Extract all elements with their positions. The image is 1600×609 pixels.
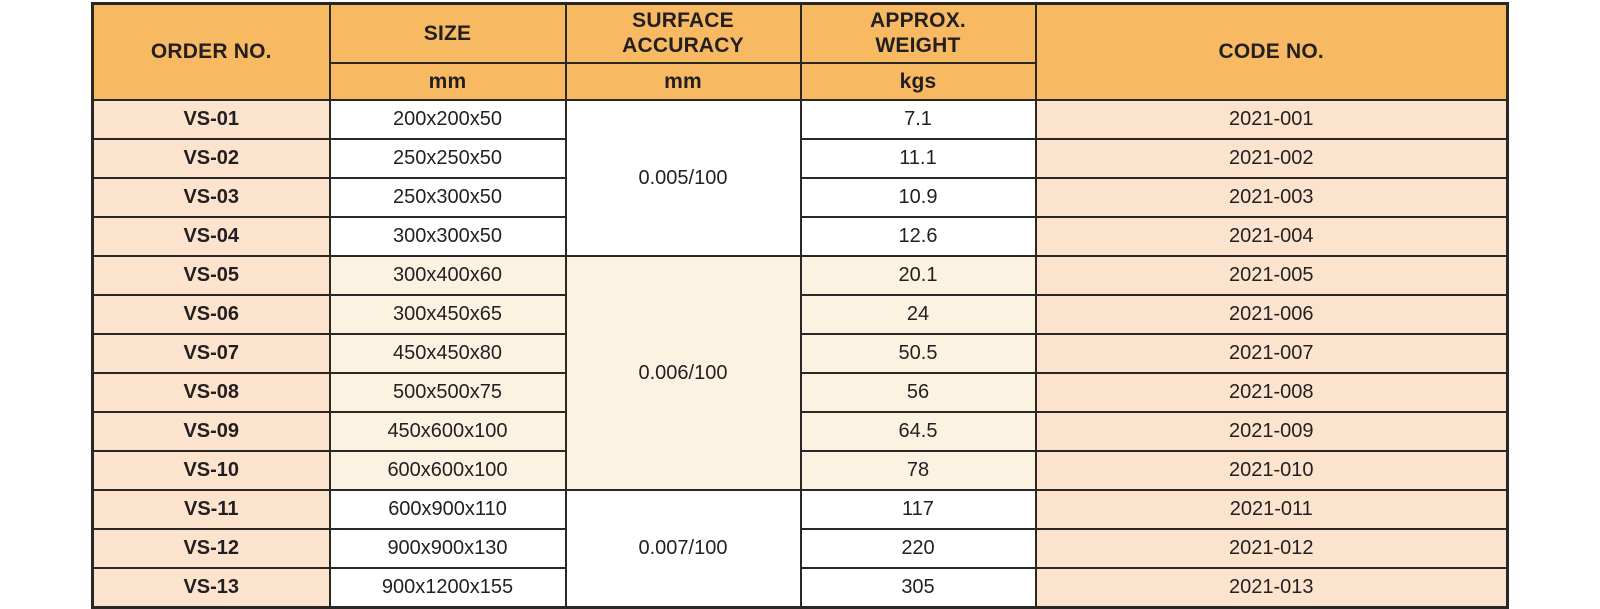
weight-cell: 78 — [799, 450, 1037, 491]
table-row: VS-12 900x900x130 220 2021-012 — [91, 528, 1509, 569]
header-order-no: ORDER NO. — [91, 2, 331, 101]
code-cell: 2021-007 — [1034, 333, 1509, 374]
order-cell: VS-10 — [91, 450, 331, 491]
size-cell: 300x300x50 — [328, 216, 567, 257]
weight-cell: 220 — [799, 528, 1037, 569]
weight-cell: 117 — [799, 489, 1037, 530]
header-size-unit: mm — [328, 62, 567, 101]
code-cell: 2021-010 — [1034, 450, 1509, 491]
size-cell: 450x600x100 — [328, 411, 567, 452]
weight-cell: 50.5 — [799, 333, 1037, 374]
size-cell: 300x400x60 — [328, 255, 567, 296]
code-cell: 2021-004 — [1034, 216, 1509, 257]
order-cell: VS-02 — [91, 138, 331, 179]
table-row: VS-05 300x400x60 0.006/100 20.1 2021-005 — [91, 255, 1509, 491]
size-cell: 300x450x65 — [328, 294, 567, 335]
table-row: VS-06 300x450x65 24 2021-006 — [91, 294, 1509, 335]
code-cell: 2021-001 — [1034, 99, 1509, 140]
code-cell: 2021-002 — [1034, 138, 1509, 179]
header-code-no: CODE NO. — [1034, 2, 1509, 101]
code-cell: 2021-012 — [1034, 528, 1509, 569]
weight-cell: 11.1 — [799, 138, 1037, 179]
header-approx-weight: APPROX. WEIGHT — [799, 2, 1037, 64]
weight-cell: 64.5 — [799, 411, 1037, 452]
header-surface-accuracy: SURFACE ACCURACY — [564, 2, 802, 64]
weight-cell: 24 — [799, 294, 1037, 335]
size-cell: 600x600x100 — [328, 450, 567, 491]
table-row: VS-07 450x450x80 50.5 2021-007 — [91, 333, 1509, 374]
table-row: VS-04 300x300x50 12.6 2021-004 — [91, 216, 1509, 257]
table-row: VS-11 600x900x110 0.007/100 117 2021-011 — [91, 489, 1509, 609]
table-row: VS-08 500x500x75 56 2021-008 — [91, 372, 1509, 413]
size-cell: 250x300x50 — [328, 177, 567, 218]
size-cell: 600x900x110 — [328, 489, 567, 530]
table-row: VS-01 200x200x50 0.005/100 7.1 2021-001 — [91, 99, 1509, 257]
header-surface-accuracy-unit: mm — [564, 62, 802, 101]
order-cell: VS-04 — [91, 216, 331, 257]
weight-cell: 12.6 — [799, 216, 1037, 257]
size-cell: 250x250x50 — [328, 138, 567, 179]
header-weight-unit: kgs — [799, 62, 1037, 101]
code-cell: 2021-006 — [1034, 294, 1509, 335]
weight-cell: 20.1 — [799, 255, 1037, 296]
size-cell: 900x1200x155 — [328, 567, 567, 609]
order-cell: VS-09 — [91, 411, 331, 452]
surface-plate-spec-table: ORDER NO. SIZE SURFACE ACCURACY APPROX. … — [91, 2, 1509, 609]
table-row: VS-13 900x1200x155 305 2021-013 — [91, 567, 1509, 609]
code-cell: 2021-013 — [1034, 567, 1509, 609]
code-cell: 2021-005 — [1034, 255, 1509, 296]
order-cell: VS-06 — [91, 294, 331, 335]
order-cell: VS-07 — [91, 333, 331, 374]
size-cell: 900x900x130 — [328, 528, 567, 569]
code-cell: 2021-011 — [1034, 489, 1509, 530]
order-cell: VS-05 — [91, 255, 331, 296]
size-cell: 450x450x80 — [328, 333, 567, 374]
size-cell: 200x200x50 — [328, 99, 567, 140]
accuracy-cell: 0.005/100 — [564, 99, 802, 257]
accuracy-cell: 0.007/100 — [564, 489, 802, 609]
code-cell: 2021-009 — [1034, 411, 1509, 452]
order-cell: VS-08 — [91, 372, 331, 413]
order-cell: VS-12 — [91, 528, 331, 569]
order-cell: VS-03 — [91, 177, 331, 218]
spec-table-container: ORDER NO. SIZE SURFACE ACCURACY APPROX. … — [91, 2, 1509, 609]
order-cell: VS-01 — [91, 99, 331, 140]
table-row: VS-02 250x250x50 11.1 2021-002 — [91, 138, 1509, 179]
weight-cell: 10.9 — [799, 177, 1037, 218]
code-cell: 2021-003 — [1034, 177, 1509, 218]
weight-cell: 56 — [799, 372, 1037, 413]
order-cell: VS-13 — [91, 567, 331, 609]
weight-cell: 7.1 — [799, 99, 1037, 140]
header-size: SIZE — [328, 2, 567, 64]
table-row: VS-03 250x300x50 10.9 2021-003 — [91, 177, 1509, 218]
code-cell: 2021-008 — [1034, 372, 1509, 413]
table-row: VS-09 450x600x100 64.5 2021-009 — [91, 411, 1509, 452]
table-row: VS-10 600x600x100 78 2021-010 — [91, 450, 1509, 491]
order-cell: VS-11 — [91, 489, 331, 530]
accuracy-cell: 0.006/100 — [564, 255, 802, 491]
weight-cell: 305 — [799, 567, 1037, 609]
size-cell: 500x500x75 — [328, 372, 567, 413]
